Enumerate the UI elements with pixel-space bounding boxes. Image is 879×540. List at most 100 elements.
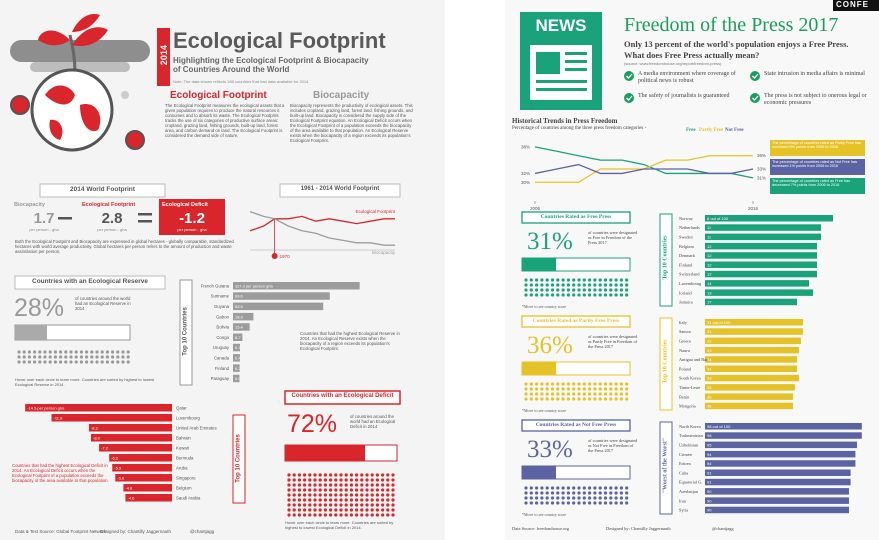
waffle-dot [121,355,125,359]
category-label: Canada [214,355,230,360]
waffle-dot [329,483,333,487]
waffle-dot [535,293,539,297]
waffle-dot [561,278,565,282]
box-heading: Countries with an Ecological Reserve [32,278,148,285]
waffle-dot [381,503,385,507]
category-label: Equatorial G. [679,480,702,485]
waffle-dot [308,483,312,487]
icon-label: NEWS [535,16,587,35]
bar [705,450,856,458]
waffle-dot [609,392,613,396]
value-label: 32 [707,338,712,343]
waffle-dot [308,498,312,502]
waffle-dot [588,283,592,287]
bar [705,441,857,449]
waffle-dot [609,501,613,505]
waffle-dot [344,478,348,482]
bar [705,215,833,222]
bar [705,280,809,287]
box-heading: Countries with an Ecological Deficit [291,393,394,399]
box-heading: 1961 - 2014 World Footprint [300,186,380,192]
waffle-dot [588,387,592,391]
waffle-dot [33,360,37,364]
waffle-dot [391,488,395,492]
waffle-dot [344,513,348,517]
waffle-dot [323,503,327,507]
waffle-dot [572,278,576,282]
check-icon [750,93,760,103]
value-label: -11.9 [54,415,64,420]
waffle-dot [344,508,348,512]
note-box [770,178,865,194]
waffle-dot [566,392,571,396]
note: *Move to see country score [522,304,567,309]
waffle-dot [391,513,395,517]
waffle-dot [524,501,528,505]
waffle-dot [535,387,539,391]
waffle-dot [619,293,624,297]
waffle-dot [33,350,37,354]
waffle-dot [619,501,624,505]
waffle-dot [116,360,120,364]
waffle-dot [116,355,120,359]
waffle-dot [111,355,115,359]
bar [705,252,817,259]
value-label: 32% [521,171,530,176]
note: Note: The data shown reflects 188 countr… [173,79,310,84]
waffle-dot [556,392,560,396]
waffle-dot [588,501,592,505]
value-label: 11 [707,225,712,230]
bar [705,289,813,296]
waffle-dot [116,350,120,354]
waffle-dot [334,493,338,497]
waffle-dot [365,478,369,482]
year-tab [157,28,170,86]
category-label: Netherlands [679,225,700,230]
value-label: -5.6 [117,475,125,480]
waffle-dot [69,355,73,359]
value-label: 83.5 [235,304,244,309]
waffle-dot [603,288,608,292]
waffle-dot [365,513,369,517]
value-label: 90 [707,498,712,503]
note: Hover over each circle to learn more. Co… [15,377,155,387]
waffle-dot [572,288,576,292]
annotation: 1970 [280,254,291,259]
waffle-dot [529,397,533,401]
waffle-dot [588,392,592,396]
check-text: A media environment where coverage of po… [638,71,736,84]
big-percent: 31% [527,228,573,255]
bar [51,414,173,422]
waffle-dot [349,508,353,512]
waffle-dot [545,278,549,282]
waffle-dot [524,288,528,292]
waffle-dot [582,392,586,396]
section-heading: Biocapacity [313,90,370,101]
waffle-dot [577,387,581,391]
waffle-dot [619,392,624,396]
waffle-dot [303,483,307,487]
waffle-dot [365,483,369,487]
paragraph: of countries around the world had an Eco… [350,414,396,429]
value-label: 98 [707,433,712,438]
waffle-dot [323,493,327,497]
title: Ecological Footprint [173,28,386,53]
value-label: 36% [757,153,766,158]
waffle-dot [572,382,576,386]
waffle-dot [598,496,602,500]
waffle-dot [355,478,359,482]
category-label: Turkmenistan [679,433,704,438]
waffle-dot [529,387,533,391]
waffle-dot [535,486,539,490]
waffle-dot [318,473,322,477]
waffle-dot [524,293,528,297]
waffle-dot [609,283,613,287]
waffle-dot [121,360,125,364]
value-label: 30% [521,180,530,185]
waffle-dot [22,360,26,364]
value-label: 31 [707,329,712,334]
waffle-dot [355,483,359,487]
waffle-dot [370,498,374,502]
bar [705,365,797,372]
waffle-dot [370,513,374,517]
